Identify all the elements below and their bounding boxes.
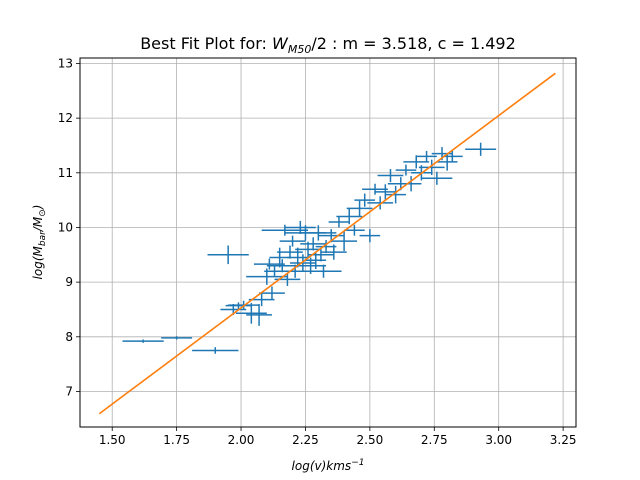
data-point	[328, 216, 350, 228]
data-point	[418, 159, 445, 175]
data-point	[421, 171, 453, 185]
data-point	[287, 247, 309, 268]
data-point	[320, 244, 347, 260]
data-point	[284, 220, 316, 235]
data-point	[279, 235, 306, 247]
data-point	[346, 200, 373, 216]
y-tick-label: 8	[65, 330, 73, 344]
x-axis-label: log(v)kms−1	[292, 458, 365, 473]
y-axis-label: log(Mbar/M⊙)	[31, 205, 48, 280]
data-point	[375, 184, 396, 200]
data-point	[336, 208, 363, 225]
y-tick-label: 12	[58, 111, 73, 125]
x-tick-label: 3.00	[485, 433, 512, 447]
data-point	[300, 225, 337, 241]
x-tick-label: 3.25	[550, 433, 577, 447]
data-point	[344, 224, 365, 236]
grid	[80, 58, 576, 427]
data-point	[300, 237, 327, 251]
data-point	[395, 164, 417, 176]
plot-frame	[79, 57, 577, 428]
y-axis: 7 8 9 10 11 12 13	[58, 56, 80, 398]
data-point	[277, 245, 303, 259]
chart-title: Best Fit Plot for: WM50/2 : m = 3.518, c…	[140, 34, 516, 56]
data-point	[246, 304, 272, 326]
x-tick-label: 1.75	[163, 433, 190, 447]
data-point	[122, 339, 164, 343]
data-point	[315, 240, 337, 254]
data-point	[400, 176, 422, 192]
data-point	[259, 286, 285, 300]
data-point	[207, 245, 249, 265]
data-point	[367, 196, 394, 210]
data-point	[161, 336, 193, 340]
y-tick-label: 9	[65, 275, 73, 289]
data-point	[354, 193, 376, 207]
data-point	[359, 229, 381, 243]
x-tick-label: 1.50	[99, 433, 126, 447]
y-tick-label: 13	[58, 56, 73, 70]
data-point	[403, 155, 430, 169]
x-tick-label: 2.50	[357, 433, 384, 447]
data-point	[269, 247, 290, 268]
data-point	[305, 264, 342, 278]
data-point	[385, 185, 406, 204]
data-point	[331, 231, 357, 251]
data-point	[442, 150, 463, 162]
data-point	[266, 259, 298, 273]
x-tick-label: 2.25	[292, 433, 319, 447]
data-point	[416, 150, 437, 162]
y-tick-label: 11	[58, 166, 73, 180]
fit-line	[98, 72, 556, 415]
data-point	[465, 142, 497, 156]
x-tick-label: 2.75	[421, 433, 448, 447]
x-axis: 1.50 1.75 2.00 2.25 2.50 2.75 3.00 3.25	[99, 427, 577, 447]
y-tick-label: 7	[65, 384, 73, 398]
data-point	[192, 347, 239, 354]
data-point	[235, 302, 267, 324]
y-tick-label: 10	[58, 220, 73, 234]
x-tick-label: 2.00	[228, 433, 255, 447]
data-points	[122, 142, 497, 354]
data-point	[377, 168, 404, 183]
data-point	[362, 183, 388, 195]
data-point	[289, 254, 316, 272]
